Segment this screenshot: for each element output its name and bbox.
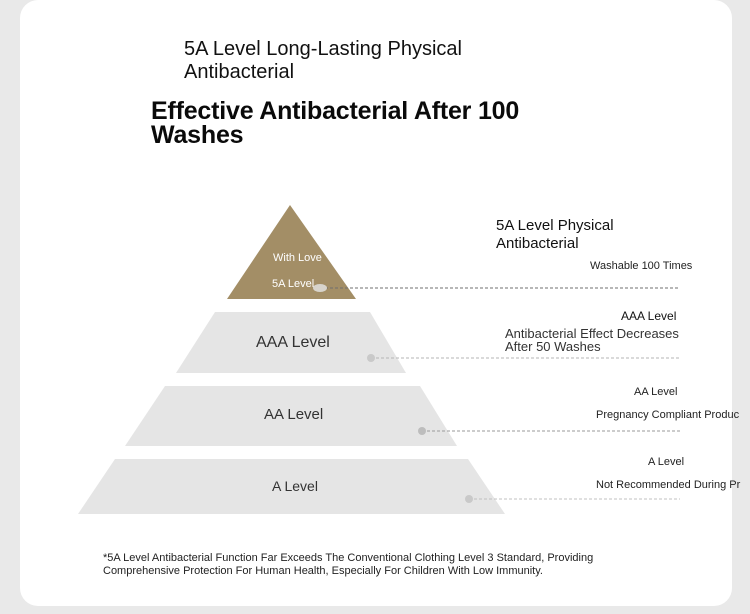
detail-aa-desc: Pregnancy Compliant Produc <box>596 409 740 421</box>
tier-label-aaa: AAA Level <box>256 334 330 351</box>
page-title: Effective Antibacterial After 100 Washes <box>151 97 520 149</box>
tier-label-aa: AA Level <box>264 406 324 423</box>
detail-5a-title: 5A Level Physical Antibacterial <box>496 217 614 252</box>
detail-a-title: A Level <box>648 456 685 468</box>
pyramid-top-tier <box>227 205 356 299</box>
detail-a-desc: Not Recommended During Pr <box>596 479 741 491</box>
detail-5a-desc: Washable 100 Times <box>590 260 693 272</box>
page-subtitle: 5A Level Long-Lasting Physical Antibacte… <box>184 38 462 83</box>
pyramid-tier-aaa <box>176 312 406 373</box>
detail-aaa-title: AAA Level <box>621 309 677 323</box>
tier-label-a: A Level <box>272 478 318 494</box>
leader-dot-a <box>465 495 473 503</box>
detail-aaa-desc: Antibacterial Effect Decreases After 50 … <box>505 326 679 354</box>
pyramid-tier-a <box>78 459 505 514</box>
footnote: *5A Level Antibacterial Function Far Exc… <box>103 552 594 577</box>
leader-dot-aaa <box>367 354 375 362</box>
top-tier-label-line1: With Love <box>273 252 322 264</box>
pyramid-tier-aa <box>125 386 457 446</box>
detail-aa-title: AA Level <box>634 386 678 398</box>
leader-dot-5a <box>313 284 327 292</box>
top-tier-label-line2: 5A Level <box>272 278 315 290</box>
leader-dot-aa <box>418 427 426 435</box>
